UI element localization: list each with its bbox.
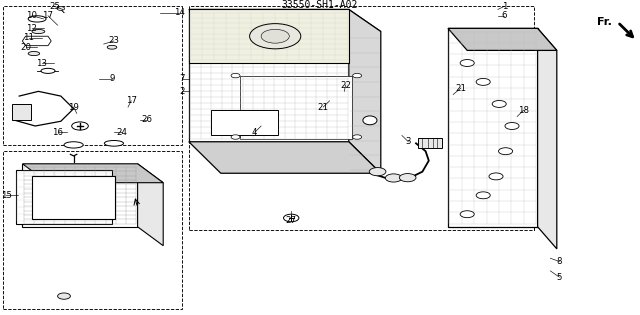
Circle shape bbox=[369, 168, 386, 176]
Ellipse shape bbox=[41, 68, 55, 73]
Bar bbox=[211, 110, 278, 135]
Polygon shape bbox=[189, 9, 381, 32]
Bar bbox=[418, 138, 442, 148]
Text: 5: 5 bbox=[557, 273, 562, 282]
Text: 21: 21 bbox=[317, 103, 329, 112]
Circle shape bbox=[284, 214, 299, 222]
Text: 13: 13 bbox=[36, 59, 47, 67]
Polygon shape bbox=[189, 142, 381, 173]
Circle shape bbox=[399, 174, 416, 182]
Circle shape bbox=[231, 73, 240, 78]
Polygon shape bbox=[16, 170, 112, 224]
Text: 17: 17 bbox=[125, 96, 137, 105]
Text: 17: 17 bbox=[42, 11, 54, 20]
Circle shape bbox=[57, 7, 65, 10]
Text: 10: 10 bbox=[26, 11, 38, 20]
Text: 8: 8 bbox=[557, 257, 562, 266]
Polygon shape bbox=[538, 28, 557, 249]
Text: 2: 2 bbox=[180, 87, 185, 96]
Polygon shape bbox=[22, 36, 51, 46]
Circle shape bbox=[476, 192, 490, 199]
Bar bbox=[3, 151, 182, 309]
Circle shape bbox=[492, 100, 506, 107]
Circle shape bbox=[353, 135, 362, 139]
Text: 1: 1 bbox=[502, 2, 507, 11]
Polygon shape bbox=[349, 9, 381, 173]
Text: 18: 18 bbox=[518, 106, 529, 115]
Text: 26: 26 bbox=[141, 115, 153, 124]
Circle shape bbox=[499, 148, 513, 155]
Bar bbox=[32, 176, 115, 219]
Circle shape bbox=[476, 78, 490, 85]
Text: 6: 6 bbox=[502, 11, 507, 20]
Polygon shape bbox=[189, 9, 349, 142]
Text: 20: 20 bbox=[20, 43, 31, 52]
Ellipse shape bbox=[363, 116, 377, 125]
Polygon shape bbox=[230, 69, 362, 145]
Ellipse shape bbox=[28, 16, 46, 22]
Ellipse shape bbox=[28, 51, 40, 56]
Circle shape bbox=[505, 123, 519, 129]
Text: 4: 4 bbox=[252, 128, 257, 137]
Polygon shape bbox=[448, 28, 538, 227]
Text: 27: 27 bbox=[285, 216, 297, 225]
Ellipse shape bbox=[104, 140, 124, 146]
Text: 22: 22 bbox=[340, 81, 351, 89]
Text: 24: 24 bbox=[116, 128, 127, 137]
Text: 12: 12 bbox=[26, 24, 38, 33]
Circle shape bbox=[58, 293, 70, 299]
Bar bbox=[12, 104, 31, 120]
Text: 9: 9 bbox=[109, 74, 115, 83]
Text: 19: 19 bbox=[68, 103, 79, 112]
Polygon shape bbox=[22, 164, 163, 183]
Text: Fr.: Fr. bbox=[597, 17, 612, 27]
Text: 15: 15 bbox=[1, 191, 12, 200]
Circle shape bbox=[385, 174, 402, 182]
Text: 7: 7 bbox=[180, 74, 185, 83]
Circle shape bbox=[231, 135, 240, 139]
Bar bbox=[3, 6, 182, 145]
Circle shape bbox=[72, 122, 88, 130]
Text: 33550-SH1-A02: 33550-SH1-A02 bbox=[282, 0, 358, 10]
Text: 23: 23 bbox=[108, 37, 120, 45]
Text: 14: 14 bbox=[173, 8, 185, 17]
Circle shape bbox=[261, 29, 289, 43]
Circle shape bbox=[460, 211, 474, 218]
Circle shape bbox=[460, 60, 474, 66]
Bar bbox=[189, 6, 534, 230]
Circle shape bbox=[250, 24, 301, 49]
Text: 11: 11 bbox=[23, 33, 35, 42]
Ellipse shape bbox=[64, 142, 83, 148]
Ellipse shape bbox=[32, 29, 45, 34]
Polygon shape bbox=[138, 164, 163, 246]
Polygon shape bbox=[240, 76, 352, 139]
Circle shape bbox=[489, 173, 503, 180]
Ellipse shape bbox=[108, 45, 116, 49]
Text: 21: 21 bbox=[455, 84, 467, 93]
Polygon shape bbox=[22, 164, 138, 227]
Text: 25: 25 bbox=[49, 2, 60, 11]
Polygon shape bbox=[189, 9, 349, 63]
Text: 3: 3 bbox=[406, 137, 411, 146]
Polygon shape bbox=[448, 28, 557, 50]
Text: 16: 16 bbox=[52, 128, 63, 137]
Circle shape bbox=[353, 73, 362, 78]
